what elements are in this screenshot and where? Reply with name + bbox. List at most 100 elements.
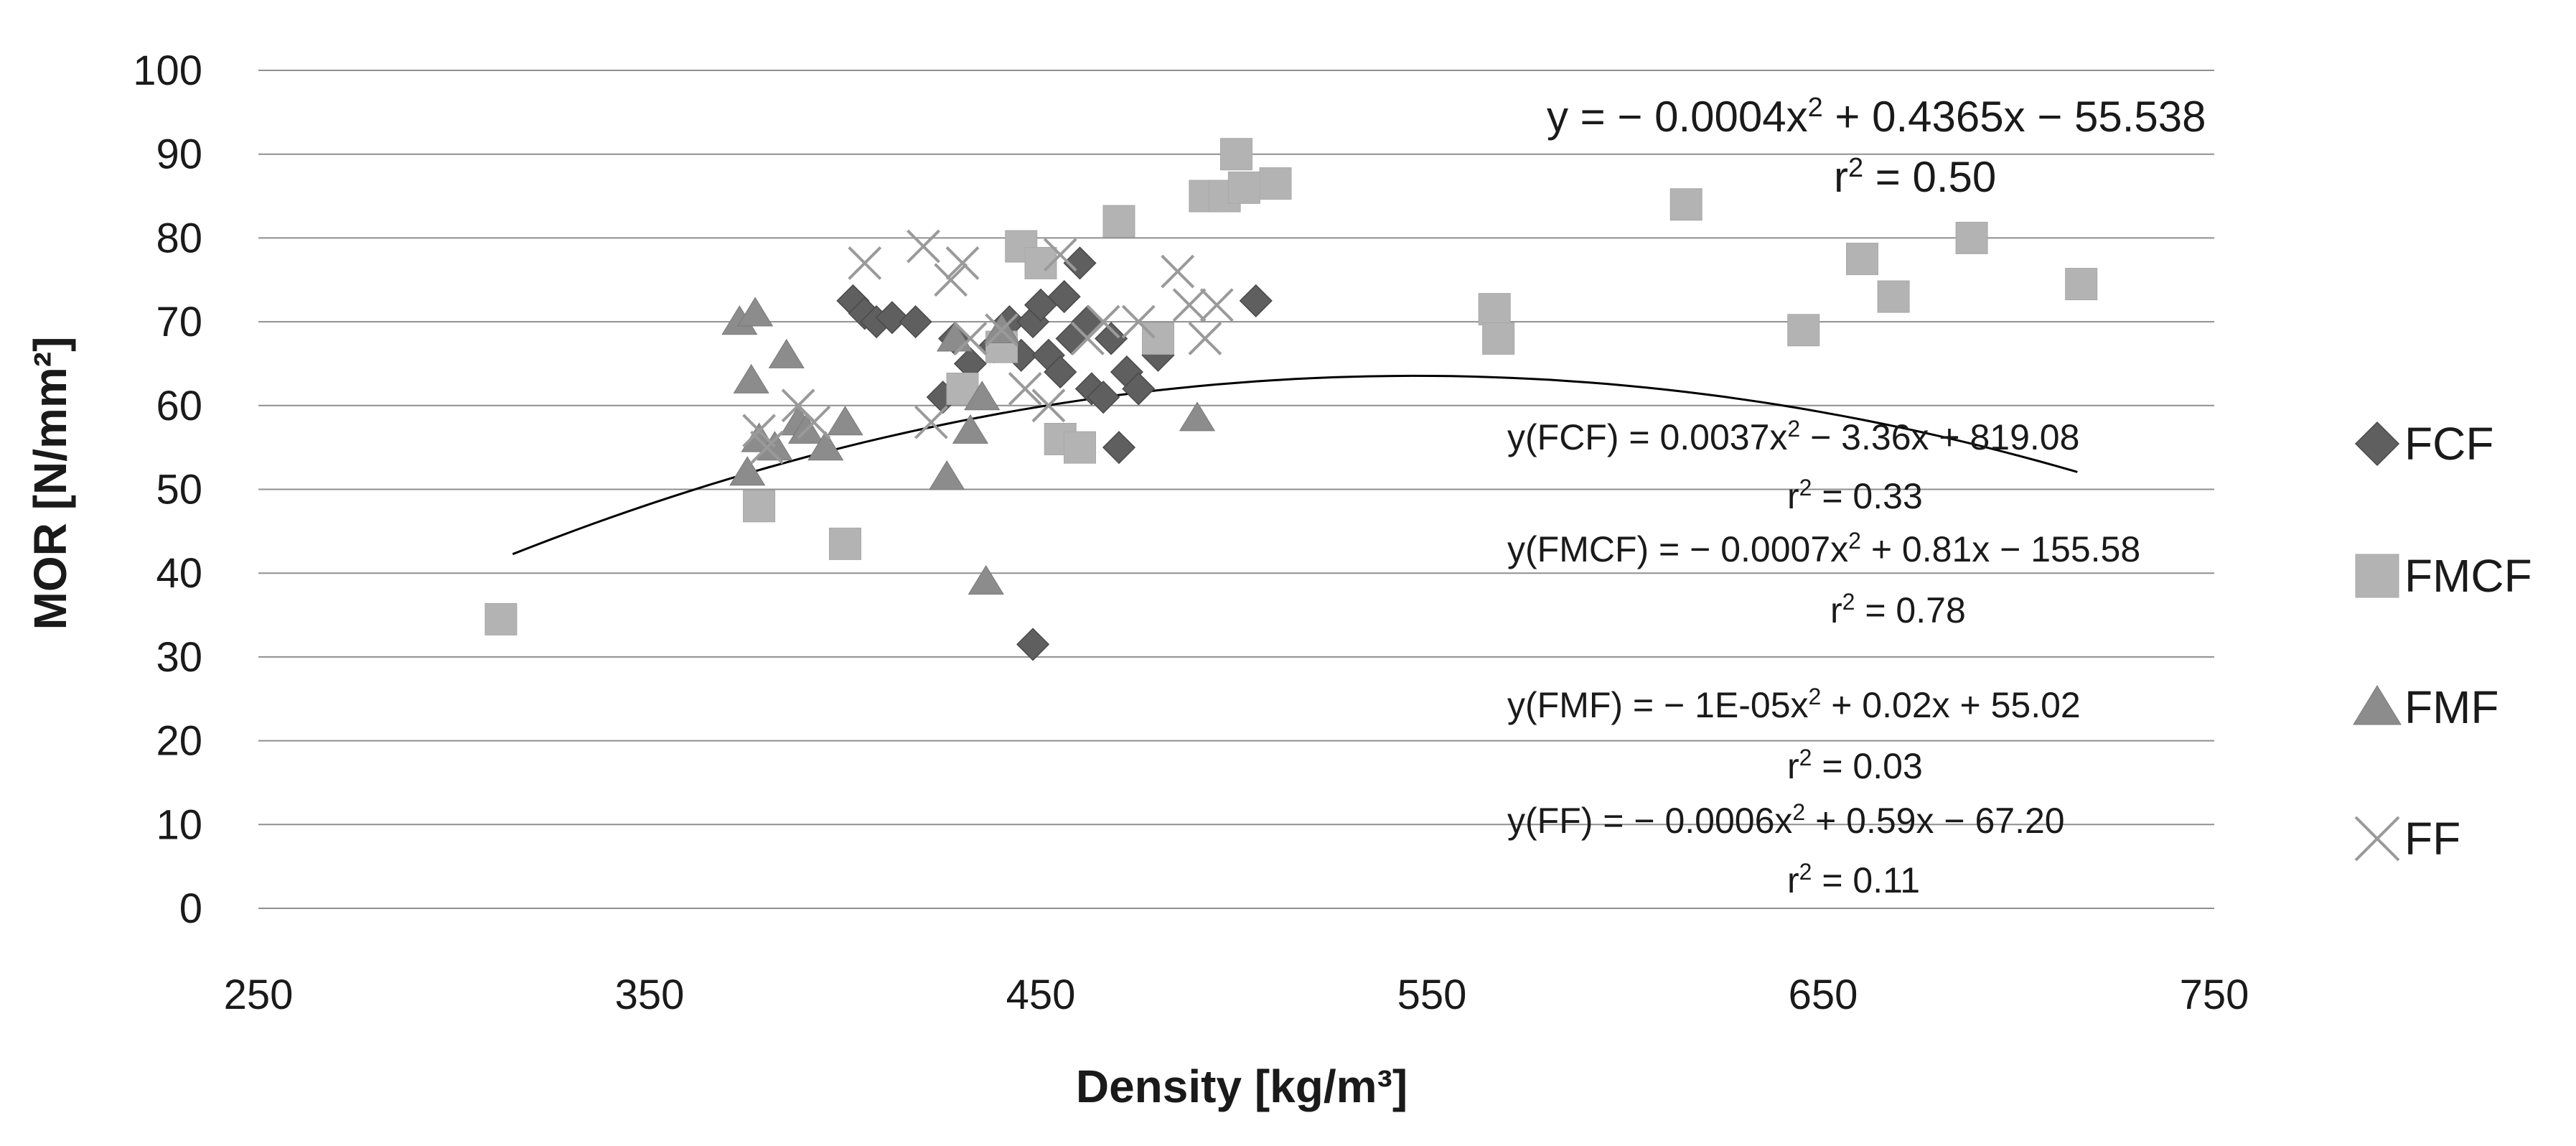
trendline-group	[512, 374, 2078, 556]
ff-point-4	[848, 246, 882, 280]
ff-point-8-stroke-b	[945, 246, 980, 280]
ff-point-6	[914, 405, 948, 439]
fmcf-point-15	[1259, 167, 1292, 200]
fcf-point-26	[1047, 280, 1081, 314]
fcf-point-25	[1239, 284, 1273, 317]
ff-point-7	[934, 263, 968, 297]
legend-label-fmf: FMF	[2404, 681, 2499, 733]
equation-annotations: y = − 0.0004x2 + 0.4365x − 55.538 r2 = 0…	[1507, 93, 2206, 900]
ff-r2: r2 = 0.11	[1787, 859, 1920, 900]
fmf-point-14	[968, 564, 1004, 595]
ff-point-11	[1008, 372, 1042, 406]
fmf-point-16	[1179, 401, 1216, 432]
fmf-point-13	[964, 381, 1001, 411]
ff-point-11-stroke-b	[1008, 372, 1042, 406]
ff-point-15-stroke-b	[1086, 304, 1120, 339]
fcf-point-24	[1016, 628, 1050, 661]
fmcf-point-1	[743, 490, 776, 523]
ff-point-7-stroke-b	[934, 263, 968, 297]
ff-point-6-stroke-b	[914, 405, 948, 439]
x-tick-450: 450	[1006, 972, 1076, 1018]
fmf-point-11	[929, 460, 965, 490]
overall-r2: r2 = 0.50	[1834, 153, 1996, 201]
fmcf-point-17	[1482, 322, 1515, 355]
ff-point-0-stroke-b	[742, 414, 777, 448]
fmf-equation: y(FMF) = − 1E-05x2 + 0.02x + 55.02	[1507, 684, 2081, 725]
y-tick-40: 40	[156, 550, 202, 597]
ff-point-19-stroke-b	[1188, 322, 1222, 355]
fcf-point-14	[1044, 355, 1077, 389]
legend-marker-fmcf	[2355, 554, 2399, 598]
fmcf-equation: y(FMCF) = − 0.0007x2 + 0.81x − 155.58	[1507, 528, 2140, 569]
ff-point-9-stroke-b	[953, 322, 988, 355]
ff-point-5	[907, 229, 940, 264]
x-tick-350: 350	[615, 972, 685, 1018]
fmcf-point-10	[1142, 322, 1174, 355]
fmcf-point-23	[2065, 268, 2098, 301]
x-tick-550: 550	[1397, 972, 1467, 1018]
y-tick-100: 100	[133, 47, 202, 94]
fmcf-point-16	[1478, 293, 1511, 326]
y-tick-70: 70	[156, 299, 202, 345]
y-tick-0: 0	[179, 885, 202, 932]
y-tick-80: 80	[156, 215, 202, 261]
legend-label-ff: FF	[2404, 813, 2460, 865]
ff-point-16	[1121, 304, 1156, 339]
ff-point-20-stroke-b	[1199, 288, 1234, 322]
fmf-point-3	[729, 456, 766, 486]
y-tick-labels: 0 10 20 30 40 50 60 70 80 90 100	[133, 47, 202, 932]
fmf-point-5	[768, 338, 805, 368]
ff-point-8	[945, 246, 980, 280]
ff-point-9	[953, 322, 988, 355]
ff-point-17	[1161, 254, 1195, 289]
fmcf-point-18	[1669, 188, 1702, 221]
ff-point-16-stroke-b	[1121, 304, 1156, 339]
fmcf-point-21	[1877, 280, 1910, 313]
legend-label-fmcf: FMCF	[2404, 550, 2532, 602]
data-points	[484, 138, 2098, 661]
fmf-point-10	[827, 406, 863, 436]
ff-point-17-stroke-b	[1161, 254, 1195, 289]
series-fmf	[721, 297, 1216, 595]
fcf-r2: r2 = 0.33	[1787, 475, 1923, 516]
x-tick-650: 650	[1789, 972, 1858, 1018]
ff-point-10	[985, 313, 1018, 348]
legend-marker-ff	[2354, 816, 2400, 862]
y-tick-20: 20	[156, 718, 202, 765]
ff-equation: y(FF) = − 0.0006x2 + 0.59x − 67.20	[1507, 799, 2065, 841]
fmcf-point-22	[1955, 221, 1988, 254]
legend-marker-fmf	[2353, 685, 2402, 725]
gridlines	[258, 70, 2214, 909]
fmcf-point-14	[1227, 171, 1260, 204]
ff-point-15	[1086, 304, 1120, 339]
ff-point-10-stroke-b	[985, 313, 1018, 348]
ff-point-13-stroke-b	[1043, 238, 1077, 272]
ff-point-12	[1031, 388, 1066, 423]
fmcf-point-20	[1846, 243, 1878, 276]
ff-point-1	[750, 430, 784, 465]
fcf-point-4	[899, 305, 932, 339]
legend-marker-fcf	[2354, 421, 2400, 467]
y-tick-30: 30	[156, 634, 202, 681]
fcf-point-3	[875, 301, 909, 335]
ff-point-3-stroke-b	[797, 405, 831, 439]
fmf-point-9	[807, 431, 844, 461]
ff-point-18-stroke-b	[1172, 288, 1207, 322]
series-ff	[742, 229, 1234, 465]
fmf-point-1	[737, 297, 774, 327]
ff-point-2-stroke-b	[781, 388, 815, 423]
overall-equation: y = − 0.0004x2 + 0.4365x − 55.538	[1547, 93, 2206, 141]
fmcf-point-19	[1787, 314, 1820, 347]
fmcf-point-13	[1220, 138, 1252, 171]
fmf-point-2	[733, 363, 769, 393]
fmcf-point-0	[484, 602, 517, 635]
ff-point-20	[1199, 288, 1234, 322]
ff-point-13	[1043, 238, 1077, 272]
legend-label-fcf: FCF	[2404, 418, 2493, 470]
ff-point-19	[1188, 322, 1222, 355]
x-tick-750: 750	[2180, 972, 2249, 1018]
y-tick-90: 90	[156, 131, 202, 178]
fcf-point-22	[1122, 372, 1156, 406]
fmcf-point-2	[829, 527, 861, 560]
